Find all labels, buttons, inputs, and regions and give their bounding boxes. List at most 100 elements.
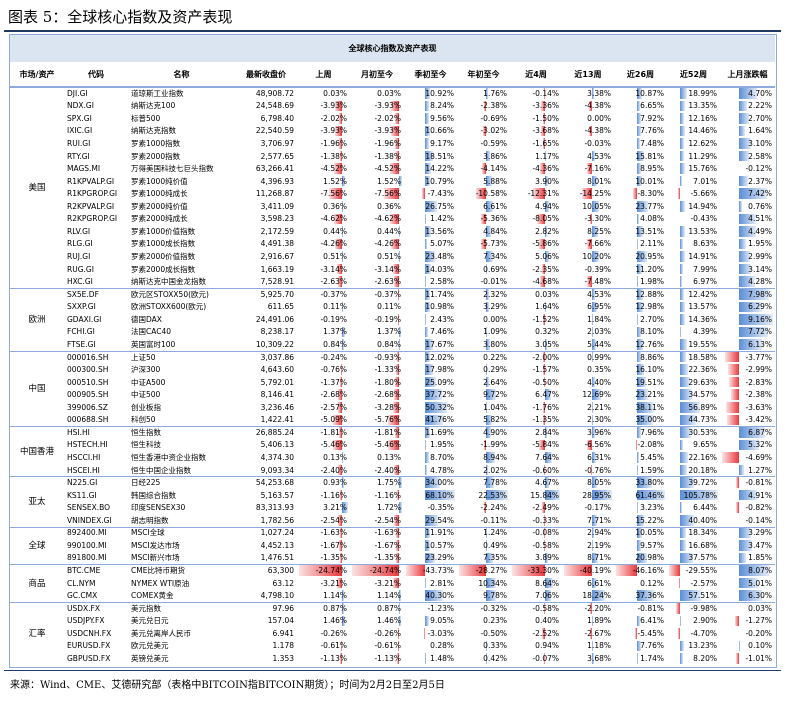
data-bar <box>739 88 757 99</box>
number-cell: -2.49% <box>532 503 559 513</box>
data-bar <box>486 427 491 438</box>
text-cell: 恒生指数 <box>131 427 161 437</box>
number-cell: 0.40% <box>535 616 559 626</box>
data-bar <box>679 527 687 539</box>
number-cell: 1.46% <box>377 616 401 626</box>
number-cell: -2.20% <box>584 603 611 613</box>
number-cell: -0.08% <box>532 528 559 538</box>
data-bar <box>332 439 343 451</box>
data-bar <box>395 376 399 388</box>
text-cell: 罗素1000指数 <box>131 139 181 148</box>
number-cell: -0.59% <box>480 139 507 148</box>
number-cell: 14.22% <box>425 164 454 174</box>
market-label: 全球 <box>28 541 46 552</box>
data-bar <box>591 489 612 501</box>
number-cell: 8.71% <box>587 553 611 563</box>
number-cell: 14.46% <box>688 126 717 136</box>
number-cell: 7.98% <box>748 289 772 299</box>
data-bar <box>481 213 487 225</box>
number-cell: 1.64% <box>535 302 559 312</box>
number-cell: -5.66% <box>690 189 717 199</box>
number-cell: 5.82% <box>483 415 507 425</box>
data-bar <box>337 515 343 526</box>
number-cell: 0.99% <box>587 352 611 362</box>
text-cell: 创业板指 <box>131 402 161 412</box>
number-cell: 11,268.87 <box>255 189 294 199</box>
number-cell: 18.24% <box>582 591 611 601</box>
number-cell: 22.36% <box>688 365 717 375</box>
data-bar <box>544 389 551 400</box>
column-header: 市场/资产 <box>10 63 64 87</box>
number-cell: 0.29% <box>483 365 507 375</box>
number-cell: 1.353 <box>272 653 294 663</box>
number-cell: 16.10% <box>635 365 664 375</box>
text-cell: 891800.MI <box>67 553 107 563</box>
text-cell: RUI.GI <box>67 139 91 148</box>
data-bar <box>637 339 643 350</box>
market-label: 欧洲 <box>28 315 46 326</box>
data-bar <box>342 175 346 187</box>
number-cell: -1.67% <box>374 540 401 550</box>
data-bar <box>389 213 399 225</box>
number-cell: 5,792.01 <box>260 377 294 387</box>
data-bar <box>341 640 343 652</box>
number-cell: 2.22% <box>748 101 772 111</box>
data-bar <box>425 100 429 112</box>
data-bar <box>425 552 436 564</box>
number-cell: -0.19% <box>320 314 347 324</box>
data-bar <box>391 100 399 112</box>
number-cell: -7.16% <box>584 164 611 174</box>
data-bar <box>425 150 434 162</box>
data-bar <box>486 251 494 262</box>
data-bar <box>616 565 638 576</box>
text-cell: 恒生中国企业指数 <box>131 465 191 475</box>
number-cell: 4.67% <box>535 478 559 488</box>
number-cell: -28.27% <box>475 566 507 576</box>
data-bar <box>341 364 343 375</box>
number-cell: 2.84% <box>535 427 559 437</box>
data-bar <box>341 288 343 300</box>
number-cell: -46.16% <box>632 566 664 576</box>
data-bar <box>339 540 343 551</box>
column-header: 近4周 <box>510 63 562 87</box>
number-cell: -3.93% <box>320 126 347 136</box>
data-bar <box>542 351 545 363</box>
data-bar <box>637 653 638 664</box>
number-cell: 6.44% <box>693 503 717 513</box>
data-bar <box>637 263 643 275</box>
number-cell: -2.99% <box>745 365 772 375</box>
data-bar <box>337 276 343 287</box>
number-cell: 9.05% <box>430 616 454 626</box>
number-cell: 8.20% <box>693 653 717 663</box>
number-cell: -4.14% <box>480 164 507 174</box>
number-cell: -40.19% <box>579 566 611 576</box>
number-cell: 4.70% <box>748 88 772 98</box>
data-bar <box>591 376 595 388</box>
number-cell: -2.68% <box>320 390 347 400</box>
data-bar <box>340 653 343 664</box>
data-bar <box>425 226 432 237</box>
data-bar <box>676 602 680 614</box>
number-cell: -1.99% <box>480 440 507 450</box>
data-bar <box>340 552 343 564</box>
data-bar <box>425 540 430 551</box>
data-bar <box>425 364 434 375</box>
number-cell: 1.37% <box>377 327 401 337</box>
data-bar <box>679 238 683 250</box>
number-cell: 2.32% <box>483 289 507 299</box>
column-header: 最新收盘价 <box>235 63 297 87</box>
data-bar <box>398 502 402 514</box>
data-bar <box>679 653 683 664</box>
number-cell: 8.63% <box>693 239 717 249</box>
data-bar <box>739 590 763 601</box>
number-cell: 0.32% <box>535 327 559 337</box>
number-cell: 18.99% <box>688 88 717 98</box>
data-bar <box>637 150 645 162</box>
data-bar <box>425 125 430 137</box>
number-cell: 4,798.10 <box>260 591 294 601</box>
data-bar <box>425 213 426 225</box>
text-cell: DJI.GI <box>67 88 88 98</box>
data-bar <box>542 628 545 639</box>
number-cell: -1.67% <box>320 540 347 550</box>
data-bar <box>739 226 756 237</box>
